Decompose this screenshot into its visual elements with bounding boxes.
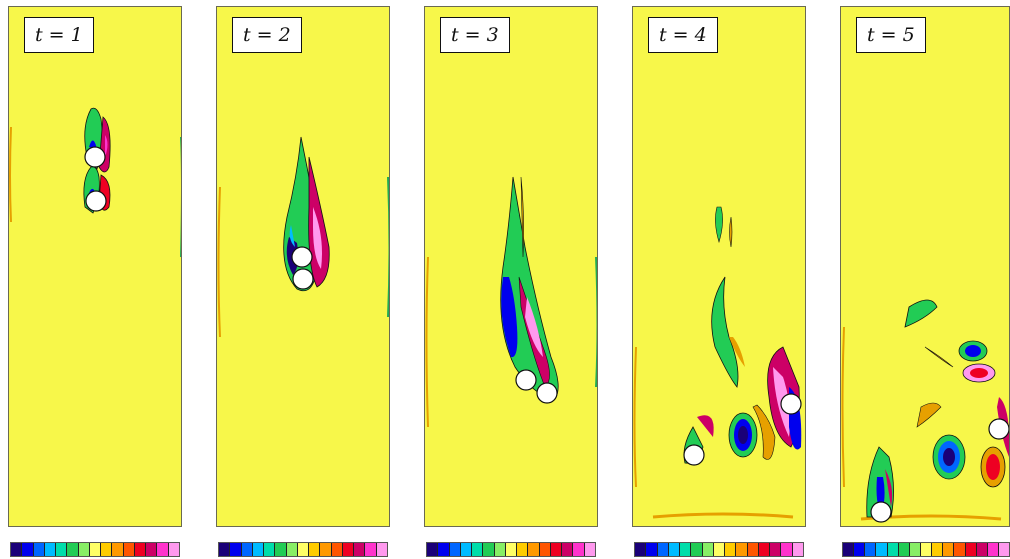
colorbar-swatch xyxy=(691,543,703,556)
colorbar-swatch xyxy=(112,543,124,556)
panel-t2: t = 2 xyxy=(216,6,390,527)
colorbar-swatch xyxy=(342,543,355,556)
colorbar-swatch xyxy=(286,543,298,556)
colorbar-swatch xyxy=(56,543,68,556)
colorbar-swatch xyxy=(33,543,45,556)
colorbar-swatch xyxy=(89,543,102,556)
colorbar-swatch xyxy=(264,543,276,556)
vorticity-field-t5 xyxy=(841,299,1009,523)
colorbar-swatch xyxy=(887,543,899,556)
colorbar-swatch xyxy=(219,543,231,556)
colorbar-swatch xyxy=(494,543,506,556)
vorticity-field-t1 xyxy=(9,107,181,257)
panel-t4: t = 4 xyxy=(632,6,806,527)
time-label-t5: t = 5 xyxy=(856,17,926,53)
time-label-t1: t = 1 xyxy=(24,17,94,53)
colorbar-t4 xyxy=(634,542,804,557)
colorbar-swatch xyxy=(157,543,169,556)
colorbar-swatch xyxy=(241,543,253,556)
colorbar-swatch xyxy=(354,543,366,556)
colorbar-swatch xyxy=(438,543,450,556)
vorticity-field-t3 xyxy=(425,176,597,428)
colorbar-swatch xyxy=(146,543,158,556)
colorbar-swatch xyxy=(573,543,585,556)
colorbar-swatch xyxy=(635,543,647,556)
colorbar-swatch xyxy=(309,543,321,556)
colorbar-swatch xyxy=(101,543,113,556)
colorbar-swatch xyxy=(67,543,79,556)
colorbar-swatch xyxy=(427,543,439,556)
colorbar-swatch xyxy=(483,543,495,556)
colorbar-swatch xyxy=(987,543,999,556)
colorbar-swatch xyxy=(297,543,310,556)
colorbar-t5 xyxy=(842,542,1010,557)
colorbar-swatch xyxy=(11,543,23,556)
colorbar-swatch xyxy=(954,543,966,556)
panel-t1: t = 1 xyxy=(8,6,182,527)
colorbar-swatch xyxy=(528,543,540,556)
colorbar-swatch xyxy=(168,543,179,556)
colorbar-swatch xyxy=(932,543,944,556)
colorbar-swatch xyxy=(517,543,529,556)
colorbar-t3 xyxy=(426,542,596,557)
time-label-t4: t = 4 xyxy=(648,17,718,53)
colorbar-swatch xyxy=(376,543,387,556)
colorbar-swatch xyxy=(134,543,147,556)
colorbar-swatch xyxy=(657,543,669,556)
colorbar-t2 xyxy=(218,542,388,557)
colorbar-swatch xyxy=(702,543,714,556)
colorbar-swatch xyxy=(920,543,933,556)
colorbar-t1 xyxy=(10,542,180,557)
colorbar-swatch xyxy=(539,543,551,556)
colorbar-swatch xyxy=(584,543,595,556)
colorbar-swatch xyxy=(78,543,90,556)
colorbar-swatch xyxy=(770,543,782,556)
colorbar-swatch xyxy=(725,543,737,556)
colorbar-swatch xyxy=(898,543,910,556)
colorbar-swatch xyxy=(505,543,518,556)
colorbar-swatch xyxy=(646,543,658,556)
vorticity-field-t2 xyxy=(217,136,389,338)
colorbar-swatch xyxy=(562,543,574,556)
colorbar-swatch xyxy=(909,543,921,556)
colorbar-swatch xyxy=(976,543,988,556)
colorbar-swatch xyxy=(854,543,866,556)
colorbar-swatch xyxy=(550,543,563,556)
colorbar-swatch xyxy=(876,543,888,556)
colorbar-swatch xyxy=(123,543,135,556)
colorbar-swatch xyxy=(792,543,803,556)
panel-t5: t = 5 xyxy=(840,6,1010,527)
colorbar-swatch xyxy=(472,543,484,556)
panel-t3: t = 3 xyxy=(424,6,598,527)
colorbar-swatch xyxy=(943,543,955,556)
colorbar-swatch xyxy=(252,543,265,556)
colorbar-swatch xyxy=(713,543,726,556)
colorbar-swatch xyxy=(44,543,57,556)
colorbar-swatch xyxy=(230,543,242,556)
vorticity-field-t4 xyxy=(633,206,802,519)
colorbar-swatch xyxy=(275,543,287,556)
colorbar-swatch xyxy=(843,543,855,556)
colorbar-swatch xyxy=(736,543,748,556)
colorbar-swatch xyxy=(998,543,1010,556)
colorbar-swatch xyxy=(22,543,34,556)
colorbar-swatch xyxy=(865,543,877,556)
time-label-t3: t = 3 xyxy=(440,17,510,53)
colorbar-swatch xyxy=(781,543,793,556)
colorbar-swatch xyxy=(668,543,681,556)
time-label-t2: t = 2 xyxy=(232,17,302,53)
colorbar-swatch xyxy=(965,543,977,556)
colorbar-swatch xyxy=(460,543,473,556)
colorbar-swatch xyxy=(680,543,692,556)
colorbar-swatch xyxy=(449,543,461,556)
colorbar-swatch xyxy=(747,543,759,556)
colorbar-swatch xyxy=(320,543,332,556)
colorbar-swatch xyxy=(365,543,377,556)
colorbar-swatch xyxy=(758,543,771,556)
colorbar-swatch xyxy=(331,543,343,556)
